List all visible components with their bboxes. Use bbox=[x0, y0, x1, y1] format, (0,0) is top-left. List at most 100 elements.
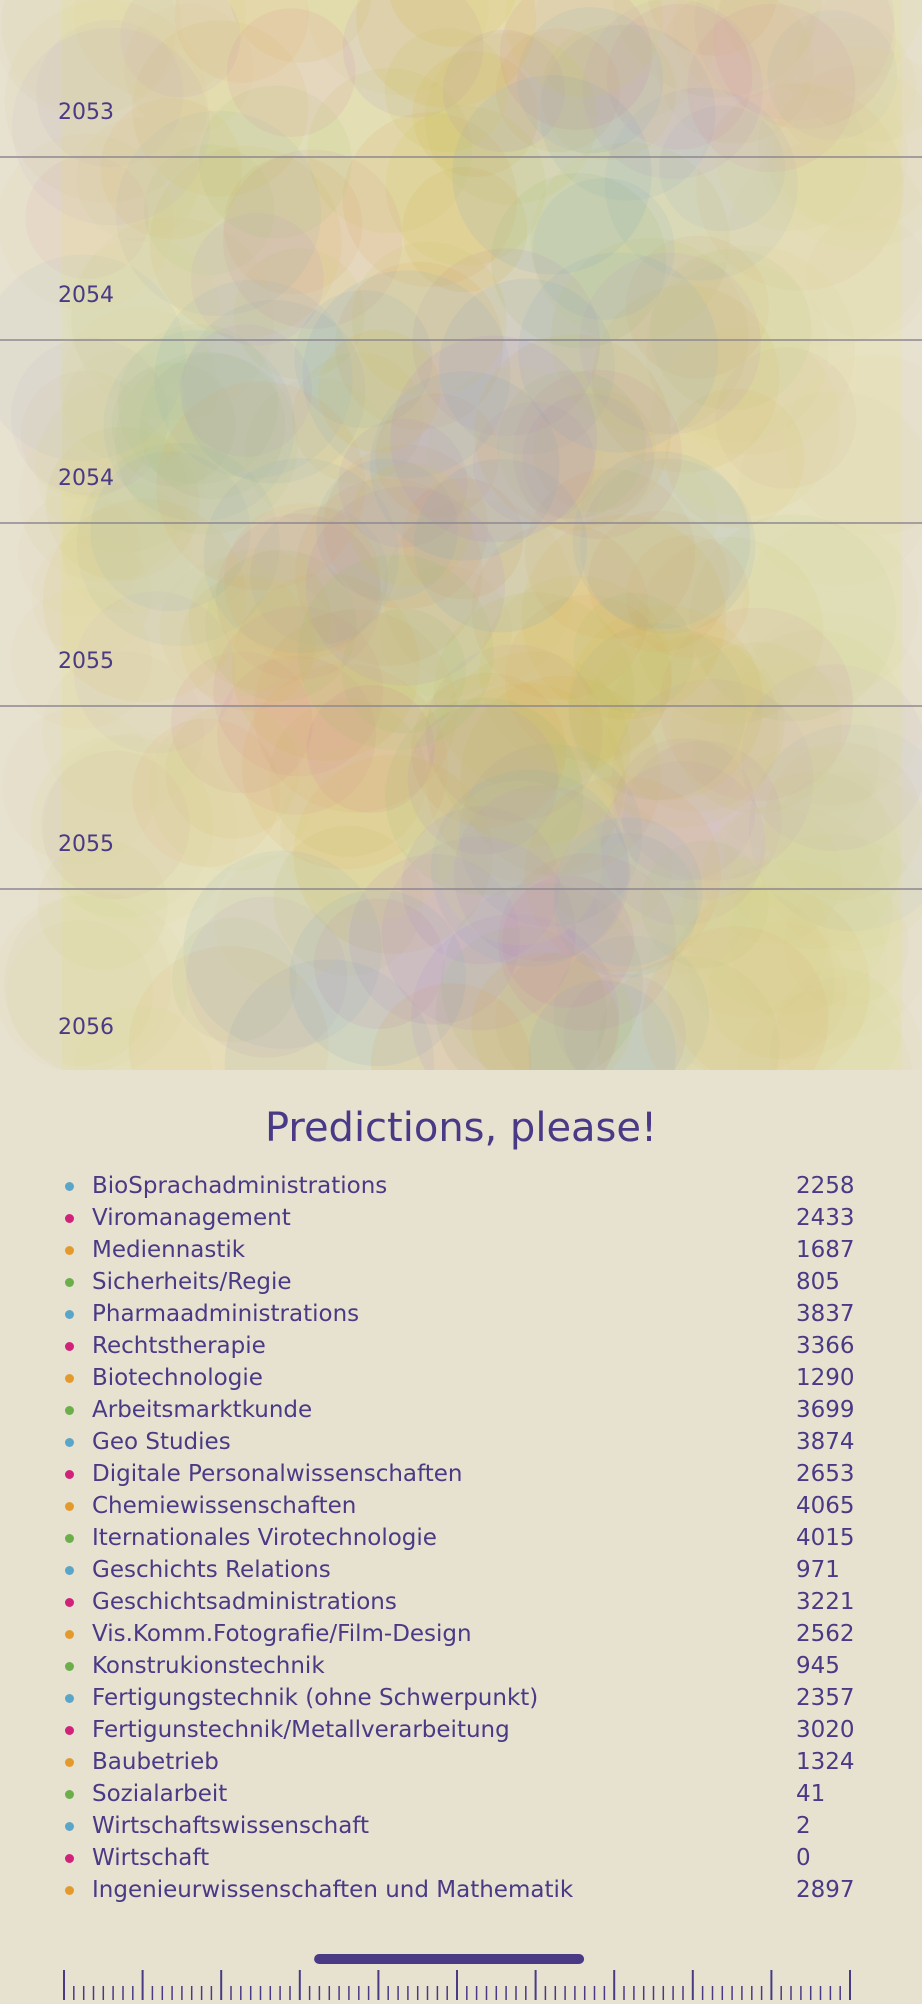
legend-label: Fertigungstechnik (ohne Schwerpunkt) bbox=[92, 1682, 538, 1714]
legend-dot-icon bbox=[65, 1246, 74, 1255]
legend-dot-icon bbox=[65, 1438, 74, 1447]
legend-dot-icon bbox=[65, 1406, 74, 1415]
legend-label: Wirtschaftswissenschaft bbox=[92, 1810, 369, 1842]
legend-label: Wirtschaft bbox=[92, 1842, 209, 1874]
legend-dot-icon bbox=[65, 1726, 74, 1735]
legend-label: Mediennastik bbox=[92, 1234, 245, 1266]
legend-dot-icon bbox=[65, 1758, 74, 1767]
legend-dot-icon bbox=[65, 1790, 74, 1799]
legend-item: Digitale Personalwissenschaften 2653 bbox=[0, 1458, 922, 1490]
legend-item: Konstrukionstechnik 945 bbox=[0, 1650, 922, 1682]
legend-item: Wirtschaftswissenschaft 2 bbox=[0, 1810, 922, 1842]
legend-item: Biotechnologie 1290 bbox=[0, 1362, 922, 1394]
legend-label: Chemiewissenschaften bbox=[92, 1490, 356, 1522]
prediction-bubble bbox=[12, 28, 209, 225]
legend-count: 3699 bbox=[796, 1394, 855, 1426]
legend-label: Geschichtsadministrations bbox=[92, 1586, 397, 1618]
legend-item: Pharmaadministrations 3837 bbox=[0, 1298, 922, 1330]
legend-count: 2653 bbox=[796, 1458, 855, 1490]
legend-count: 3221 bbox=[796, 1586, 855, 1618]
prediction-bubble bbox=[214, 854, 348, 988]
legend-count: 3366 bbox=[796, 1330, 855, 1362]
legend-count: 3874 bbox=[796, 1426, 855, 1458]
legend-count: 945 bbox=[796, 1650, 840, 1682]
legend-label: Viromanagement bbox=[92, 1202, 291, 1234]
legend-label: Rechtstherapie bbox=[92, 1330, 266, 1362]
legend-count: 2433 bbox=[796, 1202, 855, 1234]
legend-label: Vis.Komm.Fotografie/Film-Design bbox=[92, 1618, 472, 1650]
legend-dot-icon bbox=[65, 1502, 74, 1511]
legend-dot-icon bbox=[65, 1566, 74, 1575]
legend-dot-icon bbox=[65, 1534, 74, 1543]
ruler-scale bbox=[0, 1940, 922, 2000]
timeline-ruler[interactable] bbox=[0, 1940, 922, 2000]
legend-dot-icon bbox=[65, 1598, 74, 1607]
legend-count: 0 bbox=[796, 1842, 811, 1874]
prediction-bubble bbox=[62, 350, 187, 475]
legend-dot-icon bbox=[65, 1854, 74, 1863]
legend-count: 2357 bbox=[796, 1682, 855, 1714]
legend-item: Sozialarbeit 41 bbox=[0, 1778, 922, 1810]
legend-count: 4065 bbox=[796, 1490, 855, 1522]
legend-item: Mediennastik 1687 bbox=[0, 1234, 922, 1266]
legend-label: Fertigunstechnik/Metallverarbeitung bbox=[92, 1714, 510, 1746]
legend-dot-icon bbox=[65, 1630, 74, 1639]
legend-label: Geschichts Relations bbox=[92, 1554, 331, 1586]
year-label: 2054 bbox=[58, 466, 114, 491]
legend-count: 41 bbox=[796, 1778, 825, 1810]
prediction-bubble bbox=[437, 781, 602, 946]
bubble-field bbox=[0, 0, 922, 1070]
legend-dot-icon bbox=[65, 1182, 74, 1191]
legend-count: 2 bbox=[796, 1810, 811, 1842]
year-label: 2055 bbox=[58, 832, 114, 857]
legend-dot-icon bbox=[65, 1374, 74, 1383]
legend-dot-icon bbox=[65, 1342, 74, 1351]
legend-item: Geschichts Relations 971 bbox=[0, 1554, 922, 1586]
legend-label: Sozialarbeit bbox=[92, 1778, 227, 1810]
legend-label: Pharmaadministrations bbox=[92, 1298, 359, 1330]
legend-item: Rechtstherapie 3366 bbox=[0, 1330, 922, 1362]
legend-item: Fertigunstechnik/Metallverarbeitung 3020 bbox=[0, 1714, 922, 1746]
legend-count: 3837 bbox=[796, 1298, 855, 1330]
legend-count: 2897 bbox=[796, 1874, 855, 1906]
legend-label: Arbeitsmarktkunde bbox=[92, 1394, 312, 1426]
legend-item: Chemiewissenschaften 4065 bbox=[0, 1490, 922, 1522]
legend-item: Fertigungstechnik (ohne Schwerpunkt) 2357 bbox=[0, 1682, 922, 1714]
legend-count: 3020 bbox=[796, 1714, 855, 1746]
legend-label: Ingenieurwissenschaften und Mathematik bbox=[92, 1874, 573, 1906]
legend-count: 1687 bbox=[796, 1234, 855, 1266]
legend-label: Digitale Personalwissenschaften bbox=[92, 1458, 462, 1490]
year-label: 2054 bbox=[58, 283, 114, 308]
prediction-visualization bbox=[0, 0, 922, 1070]
legend-label: Konstrukionstechnik bbox=[92, 1650, 325, 1682]
legend-item: Geschichtsadministrations 3221 bbox=[0, 1586, 922, 1618]
legend-count: 1290 bbox=[796, 1362, 855, 1394]
legend-dot-icon bbox=[65, 1694, 74, 1703]
legend-dot-icon bbox=[65, 1278, 74, 1287]
legend-dot-icon bbox=[65, 1470, 74, 1479]
legend-item: Viromanagement 2433 bbox=[0, 1202, 922, 1234]
legend-count: 1324 bbox=[796, 1746, 855, 1778]
prediction-bubble bbox=[385, 28, 509, 152]
legend-item: Arbeitsmarktkunde 3699 bbox=[0, 1394, 922, 1426]
timeline-slider-handle[interactable] bbox=[314, 1954, 584, 1964]
legend-count: 971 bbox=[796, 1554, 840, 1586]
year-label: 2055 bbox=[58, 649, 114, 674]
legend-count: 2258 bbox=[796, 1170, 855, 1202]
legend-item: Ingenieurwissenschaften und Mathematik 28… bbox=[0, 1874, 922, 1906]
legend-label: Biotechnologie bbox=[92, 1362, 263, 1394]
year-label: 2053 bbox=[58, 100, 114, 125]
legend-item: Wirtschaft 0 bbox=[0, 1842, 922, 1874]
prediction-bubble bbox=[18, 492, 142, 616]
legend-label: Baubetrieb bbox=[92, 1746, 219, 1778]
legend-label: Sicherheits/Regie bbox=[92, 1266, 292, 1298]
legend-item: Baubetrieb 1324 bbox=[0, 1746, 922, 1778]
page-title: Predictions, please! bbox=[0, 1105, 922, 1151]
legend-item: Geo Studies 3874 bbox=[0, 1426, 922, 1458]
prediction-bubble bbox=[687, 4, 855, 172]
legend-label: Geo Studies bbox=[92, 1426, 231, 1458]
